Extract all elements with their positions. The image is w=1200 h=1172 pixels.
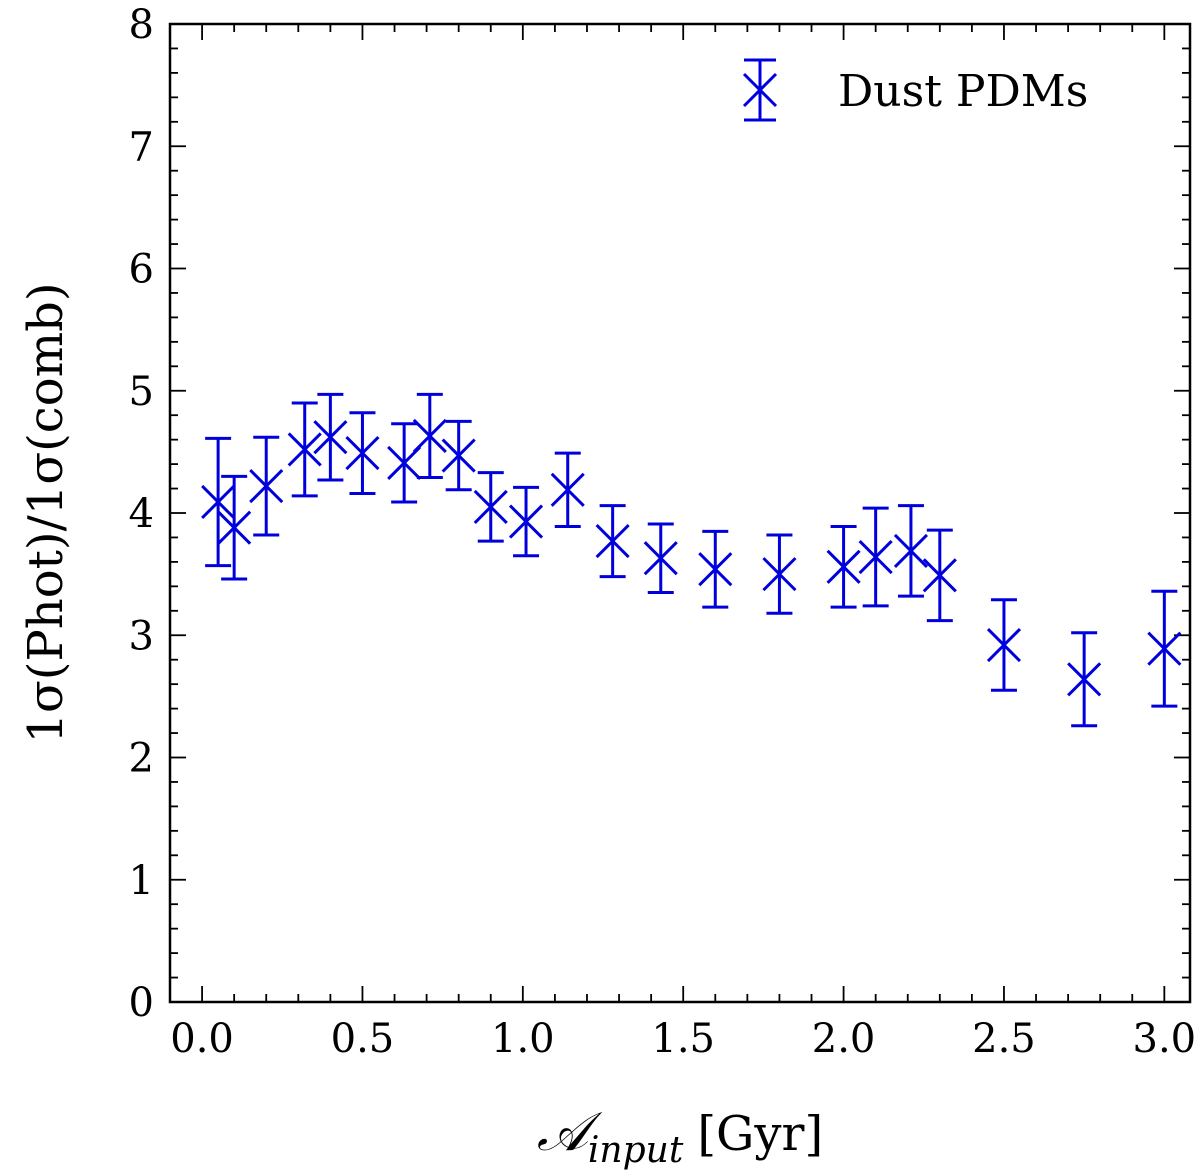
x-marker: [473, 489, 508, 524]
plot-frame: [168, 22, 1192, 1004]
x-tick-label: 0.5: [331, 1016, 395, 1062]
y-tick-label: 6: [129, 247, 154, 293]
x-tick-label: 1.5: [651, 1016, 715, 1062]
data-point: [217, 474, 252, 581]
data-point: [287, 401, 322, 498]
x-marker: [550, 472, 585, 507]
data-point: [201, 436, 236, 568]
axis-ticks: [169, 23, 1190, 1003]
y-tick-label: 5: [129, 369, 154, 415]
x-marker: [508, 504, 544, 539]
x-marker: [986, 627, 1022, 663]
x-marker: [201, 484, 236, 520]
y-tick-label: 4: [129, 491, 154, 537]
x-marker: [893, 533, 929, 568]
x-marker: [595, 524, 630, 559]
x-marker: [287, 432, 322, 467]
x-marker: [1147, 631, 1182, 666]
x-tick-label: 3.0: [1133, 1016, 1197, 1062]
data-point: [826, 524, 861, 609]
x-marker: [412, 418, 447, 454]
x-tick-labels: 0.0 0.5 1.0 1.5 2.0 2.5 3.0: [170, 1016, 1196, 1062]
y-tick-label: 2: [129, 736, 154, 782]
x-marker: [441, 438, 476, 473]
data-point: [249, 435, 284, 537]
data-point: [698, 529, 733, 609]
x-tick-label: 0.0: [170, 1016, 234, 1062]
legend-x: [742, 72, 778, 108]
x-tick-label: 2.0: [812, 1016, 876, 1062]
data-point: [643, 522, 678, 594]
data-point: [762, 533, 797, 615]
x-marker: [1067, 662, 1102, 697]
data-point: [893, 504, 929, 598]
x-marker: [313, 420, 348, 455]
data-points: [201, 392, 1182, 728]
x-marker: [858, 539, 893, 575]
data-point: [858, 506, 893, 608]
x-marker: [249, 469, 284, 504]
x-marker: [762, 557, 797, 592]
data-point: [313, 392, 348, 482]
y-tick-label: 8: [129, 2, 154, 48]
x-tick-label: 1.0: [491, 1016, 555, 1062]
x-marker: [922, 558, 957, 593]
data-point: [986, 598, 1022, 692]
y-tick-labels: 0 1 2 3 4 5 6 7 8: [129, 2, 154, 1026]
y-tick-label: 0: [129, 980, 154, 1026]
data-point: [412, 392, 447, 480]
y-tick-label: 1: [129, 858, 154, 904]
y-tick-label: 7: [129, 124, 154, 170]
y-axis-label: 1σ(Phot)/1σ(comb): [18, 282, 74, 743]
data-point: [1147, 589, 1182, 708]
data-point: [441, 419, 476, 492]
data-point: [550, 451, 585, 528]
legend-marker: [742, 58, 778, 122]
x-marker: [217, 510, 252, 545]
data-point: [508, 485, 544, 558]
y-tick-label: 3: [129, 613, 154, 659]
x-marker: [826, 549, 861, 584]
data-point: [387, 422, 422, 504]
x-tick-label: 2.5: [972, 1016, 1036, 1062]
x-marker: [698, 552, 733, 587]
x-marker: [345, 436, 380, 471]
data-point: [595, 504, 630, 579]
data-point: [922, 528, 957, 623]
legend: Dust PDMs: [742, 58, 1088, 122]
x-axis-label: 𝒜input [Gyr]: [537, 1100, 823, 1171]
data-point: [345, 411, 380, 495]
legend-label: Dust PDMs: [838, 66, 1088, 117]
x-marker: [643, 541, 678, 576]
data-point: [473, 471, 508, 543]
data-point: [1067, 631, 1102, 728]
